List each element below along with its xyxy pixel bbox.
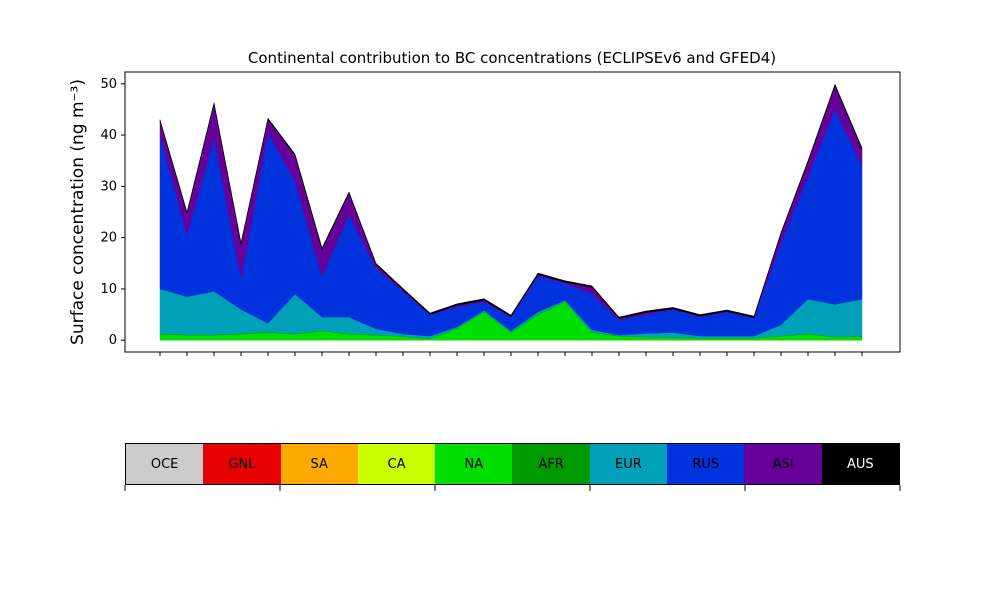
y-tick-label: 10 (100, 282, 117, 297)
legend-entry: GNL (203, 444, 281, 484)
y-tick-label: 50 (100, 77, 117, 92)
y-tick-label: 40 (100, 128, 117, 143)
legend-entry: CA (357, 444, 436, 484)
plot-frame (124, 71, 901, 353)
legend-entry: AUS (821, 444, 899, 484)
legend-entry: AFR (512, 444, 590, 484)
legend-entry: NA (435, 444, 513, 484)
legend-entry: EUR (589, 444, 668, 484)
area (159, 83, 863, 319)
legend-entry: OCE (126, 444, 204, 484)
legend-entry: SA (280, 444, 358, 484)
legend-entry: RUS (667, 444, 745, 484)
legend: OCE GNL SA CA NA AFR EUR RUS ASI AUS (125, 443, 900, 485)
legend-entry: ASI (744, 444, 822, 484)
y-tick-label: 0 (109, 333, 117, 348)
y-tick-label: 30 (100, 179, 117, 194)
chart-title: Continental contribution to BC concentra… (248, 49, 776, 67)
y-tick-label: 20 (100, 231, 117, 246)
y-axis-label: Surface concentration (ng m⁻³) (68, 79, 88, 345)
